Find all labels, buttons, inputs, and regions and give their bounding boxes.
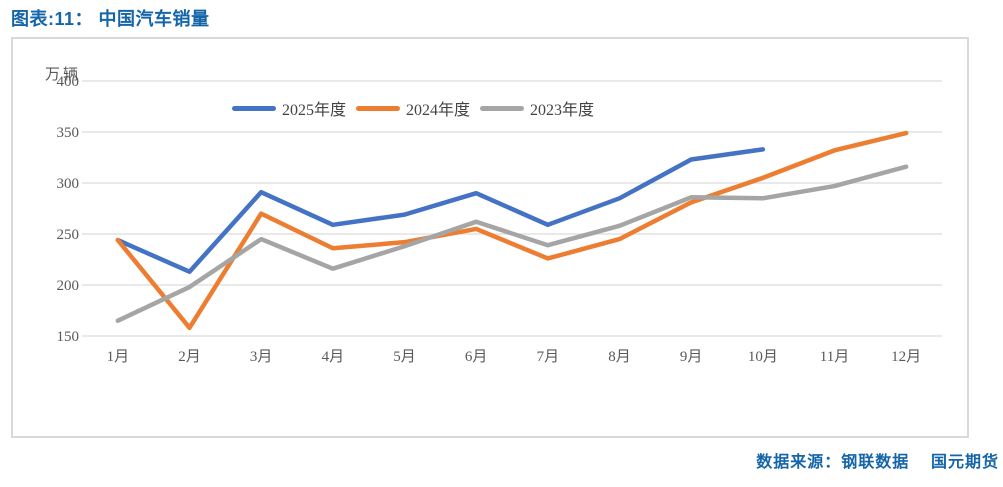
y-tick-label: 350 [57,125,80,141]
x-tick-label: 3月 [250,349,273,365]
legend-swatch [480,105,525,111]
legend-label: 2025年度 [282,102,347,119]
legend-item: 2025年度 [232,96,346,120]
legend-item: 2023年度 [480,96,594,120]
x-tick-label: 5月 [393,349,416,365]
series-line-2023年度 [115,164,909,323]
x-tick-label: 2月 [178,349,201,365]
legend-swatch [232,105,276,111]
x-tick-label: 11月 [820,349,849,365]
page-title: 图表:11： 中国汽车销量 [11,9,210,29]
data-source-note: 数据来源：钢联数据 国元期货 [756,454,999,471]
x-tick-label: 6月 [465,349,488,365]
y-axis-unit-label: 万辆 [45,67,82,83]
chart-container: 400 350 300 250 200 150 1月 2月 3月 4月 5月 6月 7月 8月 9月 10月 1… [11,37,969,438]
x-tick-label: 9月 [680,349,703,365]
legend-item: 2024年度 [356,96,470,120]
series-line-2025年度 [115,147,766,274]
series-line-2024年度 [115,130,909,331]
y-tick-label: 300 [57,176,80,192]
legend-label: 2024年度 [406,102,471,119]
y-tick-label: 400 [57,74,80,90]
y-tick-label: 250 [57,227,80,243]
x-tick-label: 4月 [322,349,345,365]
x-tick-label: 1月 [107,349,130,365]
chart-svg: 400 350 300 250 200 150 1月 2月 3月 4月 5月 6月 7月 8月 9月 10月 1… [57,74,942,365]
y-tick-label: 150 [57,329,80,345]
legend-swatch [356,105,401,111]
chart-legend: 2025年度 2024年度 2023年度 [232,96,604,120]
x-tick-label: 12月 [891,349,921,365]
x-tick-label: 8月 [608,349,631,365]
legend-label: 2023年度 [530,102,595,119]
y-tick-label: 200 [57,278,80,294]
x-tick-label: 10月 [748,349,778,365]
x-tick-label: 7月 [537,349,560,365]
